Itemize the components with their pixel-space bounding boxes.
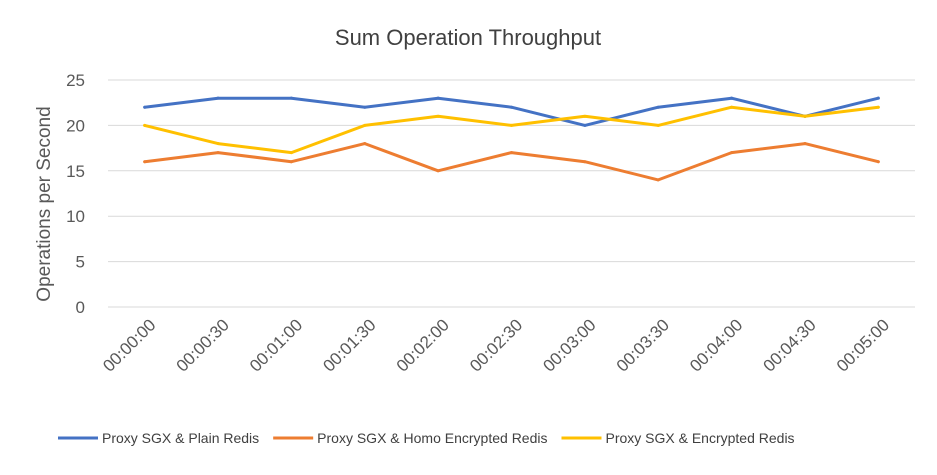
data-point	[510, 123, 513, 127]
x-tick-label: 00:02:30	[466, 315, 526, 375]
data-point	[876, 96, 880, 100]
x-tick-label: 00:05:00	[833, 315, 893, 375]
data-point	[216, 96, 220, 100]
x-tick-label: 00:04:30	[760, 315, 820, 375]
x-tick-label: 00:03:00	[539, 315, 599, 375]
y-tick-label: 20	[66, 116, 85, 135]
x-axis-ticks: 00:00:00 00:00:30 00:01:00 00:01:30 00:02:00…	[99, 315, 893, 375]
x-tick-label: 00:04:00	[686, 315, 746, 375]
x-tick-label: 00:01:30	[319, 315, 379, 375]
data-point	[730, 151, 734, 155]
data-point	[656, 123, 660, 127]
data-point	[876, 105, 880, 109]
data-point	[216, 142, 220, 146]
data-point	[143, 160, 147, 164]
data-point	[803, 142, 807, 146]
y-tick-label: 5	[76, 253, 85, 272]
data-point	[730, 96, 734, 100]
data-point	[436, 169, 440, 173]
legend: Proxy SGX & Plain Redis Proxy SGX & Homo …	[58, 430, 795, 446]
x-tick-label: 00:00:30	[173, 315, 233, 375]
data-point	[436, 114, 440, 118]
y-axis-label: Operations per Second	[34, 106, 55, 301]
legend-label: Proxy SGX & Homo Encrypted Redis	[317, 430, 547, 446]
x-tick-label: 00:02:00	[393, 315, 453, 375]
data-point	[363, 142, 367, 146]
y-tick-label: 10	[66, 207, 85, 226]
data-point	[656, 178, 660, 182]
x-tick-label: 00:03:30	[613, 315, 673, 375]
data-point	[143, 105, 147, 109]
data-point	[656, 105, 660, 109]
data-point	[803, 114, 807, 118]
y-tick-label: 25	[66, 71, 85, 90]
x-tick-label: 00:00:00	[99, 315, 159, 375]
legend-label: Proxy SGX & Plain Redis	[102, 430, 259, 446]
data-point	[363, 105, 367, 109]
series-line-3	[143, 105, 880, 155]
x-tick-label: 00:01:00	[246, 315, 306, 375]
chart-title: Sum Operation Throughput	[335, 25, 601, 50]
data-point	[730, 105, 734, 109]
data-point	[363, 123, 367, 127]
data-point	[143, 123, 147, 127]
data-point	[216, 151, 220, 155]
y-axis-ticks: 0 5 10 15 20 25	[66, 71, 85, 317]
data-point	[510, 151, 513, 155]
legend-label: Proxy SGX & Encrypted Redis	[605, 430, 794, 446]
data-point	[436, 96, 440, 100]
data-point	[289, 151, 293, 155]
data-point	[289, 96, 293, 100]
series-lines	[143, 96, 880, 182]
data-point	[583, 123, 587, 127]
data-point	[876, 160, 880, 164]
y-tick-label: 15	[66, 162, 85, 181]
data-point	[289, 160, 293, 164]
data-point	[510, 105, 513, 109]
data-point	[583, 160, 587, 164]
y-tick-label: 0	[76, 298, 85, 317]
data-point	[583, 114, 587, 118]
